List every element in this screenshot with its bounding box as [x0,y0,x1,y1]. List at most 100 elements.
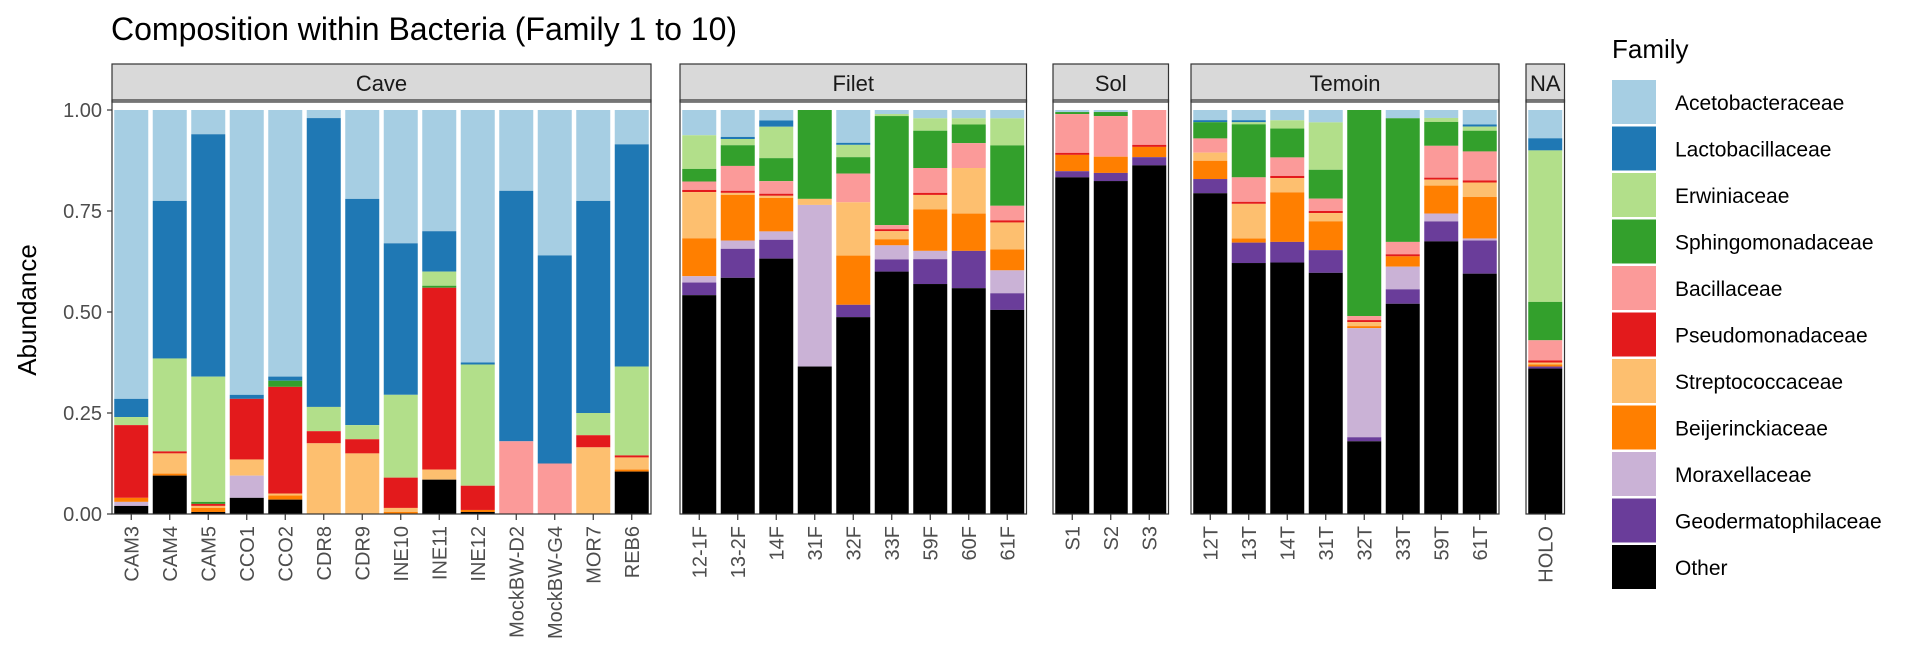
bar-segment [682,192,717,239]
bar-segment [268,380,303,387]
bar-segment [1347,316,1382,321]
bar-segment [1193,110,1228,121]
bar-segment [306,110,341,119]
bar-segment [1270,157,1305,176]
bar-segment [1424,121,1459,146]
legend-item: Beijerinckiaceae [1612,405,1828,450]
bar-stack [1308,110,1343,514]
bar-segment [229,110,264,395]
bar-segment [1424,179,1459,186]
x-tick-label: 12T [1200,526,1222,560]
bar-segment [913,250,948,260]
bar-segment [345,439,380,454]
bar-segment [422,231,457,272]
bar-segment [951,288,986,514]
bar-segment [614,457,649,470]
x-tick-label: 14F [766,526,788,560]
y-tick-label: 0.00 [63,504,102,526]
bar-segment [191,110,226,135]
bar-segment [1528,340,1563,361]
facet-panel: Temoin 12T 13T 14T 31T 32T 33T 59T 61T [1190,63,1500,560]
bar-segment [268,376,303,381]
facet-strip-label: NA [1530,71,1561,96]
bar-segment [759,120,794,127]
legend-key [1612,359,1656,403]
bar-segment [682,189,717,193]
bar-segment [951,124,986,144]
bar-segment [1231,124,1266,178]
legend-label: Beijerinckiaceae [1675,418,1828,441]
bar-segment [152,110,187,201]
x-tick-label: 13-2F [728,526,750,578]
bar-segment [537,110,572,256]
bar-segment [913,130,948,169]
facet-strip-label: Sol [1095,71,1127,96]
bar-segment [1132,165,1167,515]
y-tick-label: 1.00 [63,100,102,122]
bar-segment [874,229,909,232]
x-tick-label: 32F [843,526,865,560]
bar-segment [1270,110,1305,121]
bar-segment [1093,156,1128,173]
bar-segment [576,200,611,413]
bar-segment [1528,368,1563,514]
legend-label: Erwiniaceae [1675,185,1789,208]
bar-segment [874,245,909,260]
bar-segment [1270,241,1305,263]
bar-segment [306,118,341,407]
bar-stack [499,110,534,514]
bar-segment [759,195,794,198]
bar-segment [682,295,717,514]
bar-segment [1055,114,1090,153]
x-tick-label: CDR9 [352,526,374,580]
bar-segment [913,194,948,210]
bar-segment [268,493,303,496]
bar-segment [268,499,303,514]
bar-segment [1528,138,1563,151]
bar-stack [1055,110,1090,515]
bar-segment [682,135,717,169]
bar-segment [1270,262,1305,514]
x-tick-label: S1 [1062,526,1084,550]
bar-segment [614,110,649,145]
bar-segment [1462,238,1497,241]
bar-segment [1308,122,1343,170]
facet-panel: Cave CAM3 CAM4 CAM5 CCO1 CCO2 CDR8 CDR9 INE10 INE… [111,63,652,639]
bar-stack [537,110,572,514]
bar-segment [1231,110,1266,121]
bar-segment [1270,128,1305,158]
bar-segment [1193,193,1228,514]
bar-segment [191,376,226,502]
bar-segment [614,144,649,367]
bar-segment [576,447,611,514]
bar-segment [268,495,303,500]
bar-segment [229,475,264,498]
bar-segment [1347,437,1382,442]
bar-segment [720,192,755,195]
x-tick-label: 59F [920,526,942,560]
bar-segment [1055,171,1090,178]
bar-segment [1270,178,1305,193]
bar-segment [383,511,418,514]
panel-border [1190,99,1500,515]
legend-label: Sphingomonadaceae [1675,232,1874,255]
legend-key [1612,219,1656,264]
bar-segment [836,255,871,305]
bar-segment [874,239,909,246]
facet-strip-label: Temoin [1310,71,1381,96]
bar-segment [1424,185,1459,214]
bar-segment [990,249,1025,271]
bar-stack [1462,110,1497,514]
legend-key [1612,452,1656,496]
bar-segment [614,366,649,456]
bar-segment [460,110,495,363]
bar-stack [114,110,149,514]
bar-segment [614,469,649,472]
x-tick-label: 59T [1431,526,1453,560]
legend-label: Acetobacteraceae [1675,92,1844,115]
bar-segment [720,190,755,193]
bar-segment [1193,120,1228,123]
bar-segment [152,451,187,454]
bar-segment [874,114,909,117]
